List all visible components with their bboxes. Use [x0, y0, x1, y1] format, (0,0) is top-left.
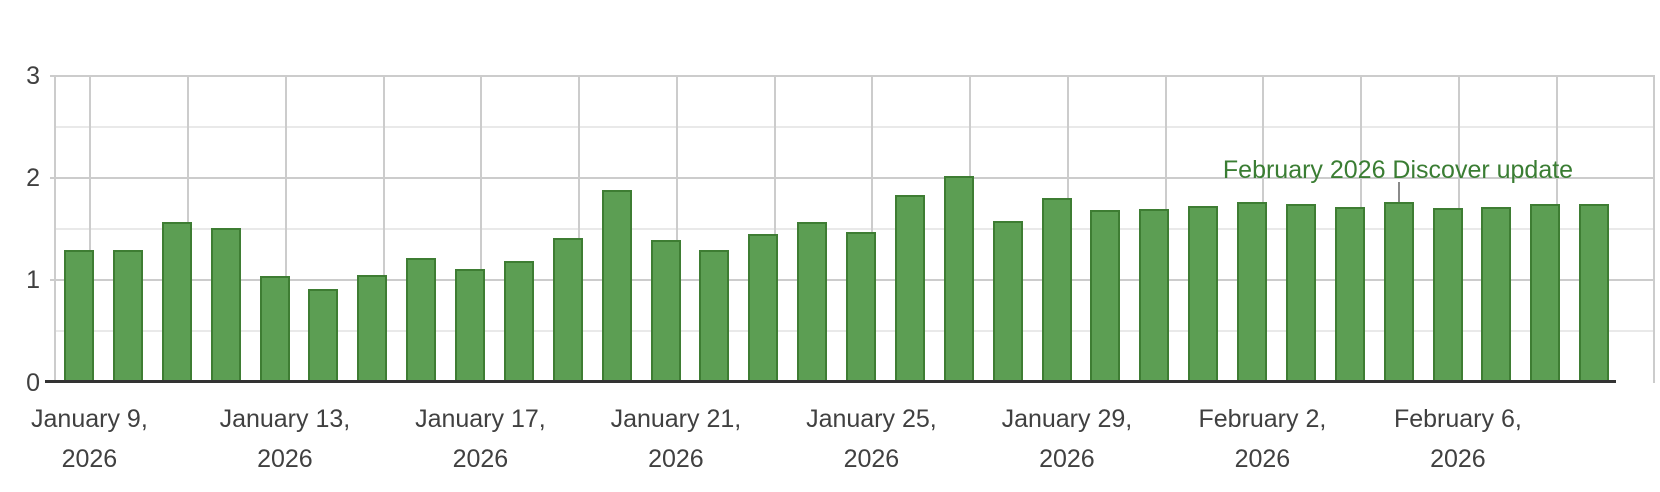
gridline-major — [50, 74, 1654, 77]
bar-january-21-2026[interactable] — [650, 240, 681, 383]
bar-january-22-2026[interactable] — [699, 249, 730, 383]
annotation-label[interactable]: February 2026 Discover update — [1222, 156, 1574, 184]
x-axis-tick-label: February 6, 2026 — [1393, 405, 1522, 473]
bar-february-6-2026[interactable] — [1432, 207, 1463, 383]
bar-january-18-2026[interactable] — [503, 260, 534, 383]
bar-january-15-2026[interactable] — [357, 275, 388, 383]
bar-february-2-2026[interactable] — [1237, 202, 1267, 383]
bar-january-9-2026[interactable] — [64, 249, 94, 383]
gridline-major — [50, 176, 1654, 179]
bar-february-1-2026[interactable] — [1188, 205, 1219, 383]
bar-january-16-2026[interactable] — [406, 257, 437, 383]
bar-february-4-2026[interactable] — [1334, 206, 1365, 383]
gridline-vertical — [1653, 75, 1656, 383]
x-axis-tick-label: January 25, 2026 — [806, 405, 937, 473]
bar-january-26-2026[interactable] — [894, 195, 925, 383]
y-axis-tick-label: 0 — [26, 368, 40, 397]
gridline-vertical — [773, 75, 776, 383]
x-axis-tick-label: January 29, 2026 — [1001, 405, 1133, 473]
bar-january-29-2026[interactable] — [1041, 198, 1072, 383]
gridline-vertical — [871, 75, 874, 383]
bar-january-10-2026[interactable] — [112, 249, 143, 383]
gridline-vertical — [89, 75, 92, 383]
bar-february-7-2026[interactable] — [1481, 206, 1512, 383]
bar-february-8-2026[interactable] — [1530, 203, 1561, 383]
gridline-vertical — [480, 75, 483, 383]
x-axis-tick-label: February 2, 2026 — [1198, 405, 1327, 473]
x-axis-tick-label: January 21, 2026 — [610, 405, 742, 473]
gridline-vertical — [675, 75, 678, 383]
annotation-marker-line — [1397, 182, 1400, 203]
gridline-vertical — [382, 75, 385, 383]
bar-january-25-2026[interactable] — [846, 232, 876, 383]
bar-february-5-2026[interactable] — [1383, 202, 1414, 383]
bar-january-12-2026[interactable] — [210, 228, 241, 383]
gridline-minor — [54, 125, 1654, 128]
bar-january-30-2026[interactable] — [1090, 209, 1121, 383]
x-axis-tick-label: January 17, 2026 — [415, 405, 546, 473]
bar-january-19-2026[interactable] — [552, 238, 583, 383]
bar-january-23-2026[interactable] — [748, 234, 779, 383]
bar-january-13-2026[interactable] — [259, 276, 290, 383]
bar-january-24-2026[interactable] — [797, 221, 828, 383]
x-axis-line — [45, 380, 1616, 383]
y-axis-tick-label: 1 — [26, 266, 40, 295]
bar-january-27-2026[interactable] — [943, 175, 974, 383]
bar-january-28-2026[interactable] — [992, 220, 1023, 383]
y-axis-tick-label: 3 — [26, 61, 40, 90]
x-axis-tick-label: January 9, 2026 — [31, 405, 148, 473]
bar-january-14-2026[interactable] — [308, 289, 339, 383]
y-axis-tick-label: 2 — [26, 163, 40, 192]
bar-january-11-2026[interactable] — [161, 221, 192, 383]
plot-left-border — [54, 75, 56, 383]
gridline-minor — [54, 228, 1654, 231]
bar-february-3-2026[interactable] — [1285, 203, 1316, 383]
bar-january-31-2026[interactable] — [1139, 208, 1170, 383]
bar-january-20-2026[interactable] — [601, 190, 632, 383]
gridline-vertical — [578, 75, 581, 383]
gridline-vertical — [284, 75, 287, 383]
bar-february-9-2026[interactable] — [1579, 203, 1610, 383]
bar-january-17-2026[interactable] — [455, 269, 485, 383]
x-axis-tick-label: January 13, 2026 — [219, 405, 351, 473]
